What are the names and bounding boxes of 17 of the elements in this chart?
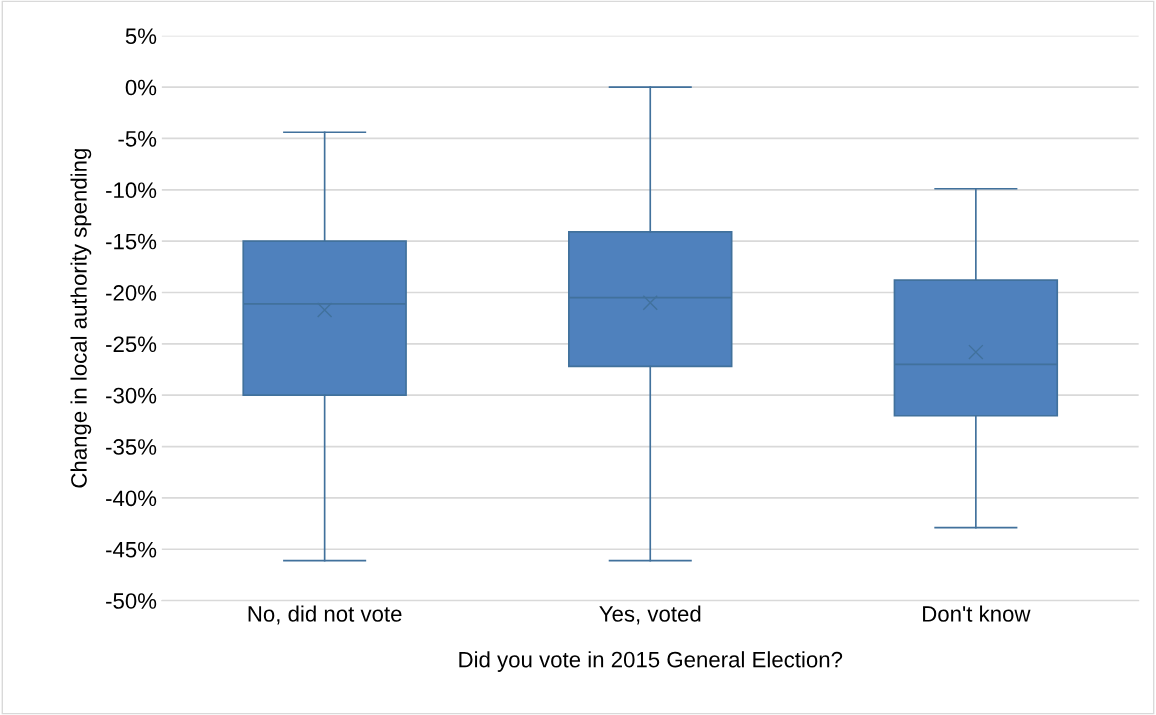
x-tick-label: Don't know xyxy=(923,605,1031,622)
y-tick-label: -20% xyxy=(106,285,157,301)
y-tick-label: -5% xyxy=(118,131,157,147)
y-tick-label: -10% xyxy=(106,182,157,199)
y-tick-label: -45% xyxy=(106,541,157,558)
y-tick-label: -40% xyxy=(106,490,157,507)
y-tick-label: -15% xyxy=(106,233,157,250)
y-tick-label: -50% xyxy=(106,593,157,609)
y-tick-label: -35% xyxy=(106,439,157,455)
y-axis-title: Change in local authority spending xyxy=(70,149,92,488)
y-tick-label: 0% xyxy=(125,79,157,96)
x-axis-title: Did you vote in 2015 General Election? xyxy=(459,651,843,672)
x-tick-label: No, did not vote xyxy=(248,605,402,625)
y-tick-label: 5% xyxy=(125,28,157,45)
x-tick-label: Yes, voted xyxy=(599,605,701,625)
y-tick-label: -30% xyxy=(106,387,157,404)
y-tick-label: -25% xyxy=(106,336,157,353)
